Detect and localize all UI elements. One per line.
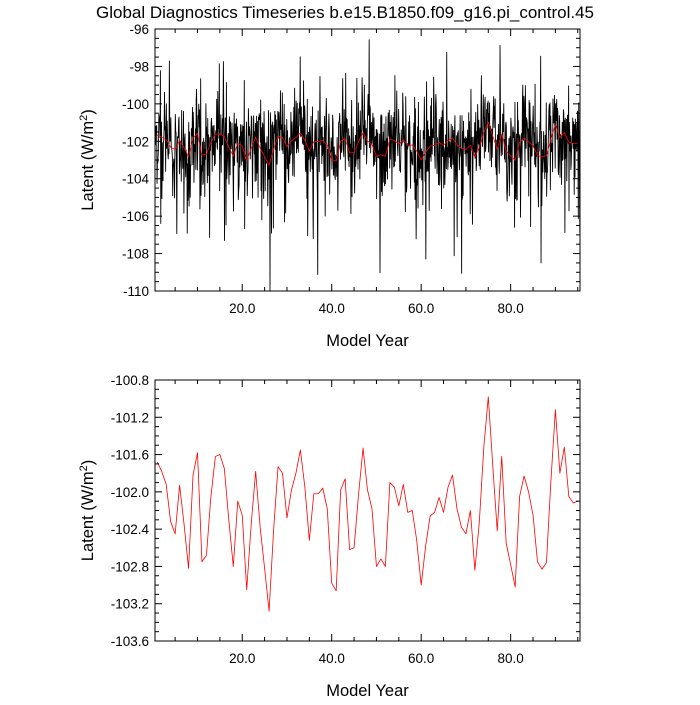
y-tick-label: -98 <box>129 59 149 74</box>
series-line-annual-mean <box>157 121 578 166</box>
y-axis-label-superscript: 2 <box>78 115 90 121</box>
y-axis-label-main: Latent (W/m <box>79 121 97 211</box>
y-tick-label: -100 <box>122 97 149 112</box>
y-axis-label-superscript: 2 <box>78 465 90 471</box>
plot-area <box>156 396 578 612</box>
y-tick-label: -108 <box>122 247 149 262</box>
y-tick-label: -102.4 <box>111 522 150 537</box>
x-axis-label: Model Year <box>326 682 409 700</box>
x-tick-label: 80.0 <box>498 301 524 316</box>
y-tick-label: -104 <box>122 172 150 187</box>
x-axis-label: Model Year <box>326 332 409 350</box>
y-tick-label: -103.2 <box>111 597 149 612</box>
y-tick-label: -96 <box>129 22 149 37</box>
y-tick-label: -101.6 <box>111 448 149 463</box>
y-tick-label: -103.6 <box>111 634 149 649</box>
bottom-panel: 20.0 40.0 60.0 80.0 -103.6 -103.2 -102.8 -102.4… <box>78 373 581 700</box>
x-tick-label: 60.0 <box>408 651 434 666</box>
top-panel: 20.0 40.0 60.0 80.0 -110 -108 -106 -104 -102 -100… <box>78 22 581 350</box>
x-tick-label: 20.0 <box>229 301 255 316</box>
y-tick-label: -100.8 <box>111 373 149 388</box>
x-tick-label: 40.0 <box>319 651 345 666</box>
plot-area <box>155 39 580 291</box>
series-line-monthly <box>155 39 580 291</box>
y-axis-label-close: ) <box>79 109 97 115</box>
x-tick-label: 80.0 <box>498 651 524 666</box>
x-tick-label: 60.0 <box>408 301 434 316</box>
series-line-annual-mean <box>156 396 578 612</box>
x-tick-label: 20.0 <box>229 651 255 666</box>
y-tick-label: -101.2 <box>111 410 149 425</box>
x-tick-label: 40.0 <box>319 301 345 316</box>
y-tick-label: -106 <box>122 209 149 224</box>
y-axis-label: Latent (W/m2) <box>78 109 97 210</box>
y-tick-label: -102.0 <box>111 485 149 500</box>
y-tick-label: -102.8 <box>111 559 149 574</box>
y-axis-label: Latent (W/m2) <box>78 460 97 561</box>
y-tick-label: -102 <box>122 134 149 149</box>
y-axis-label-main: Latent (W/m <box>79 471 97 561</box>
y-axis-label-close: ) <box>79 460 97 466</box>
figure-title: Global Diagnostics Timeseries b.e15.B185… <box>96 3 594 22</box>
y-tick-label: -110 <box>123 284 149 299</box>
